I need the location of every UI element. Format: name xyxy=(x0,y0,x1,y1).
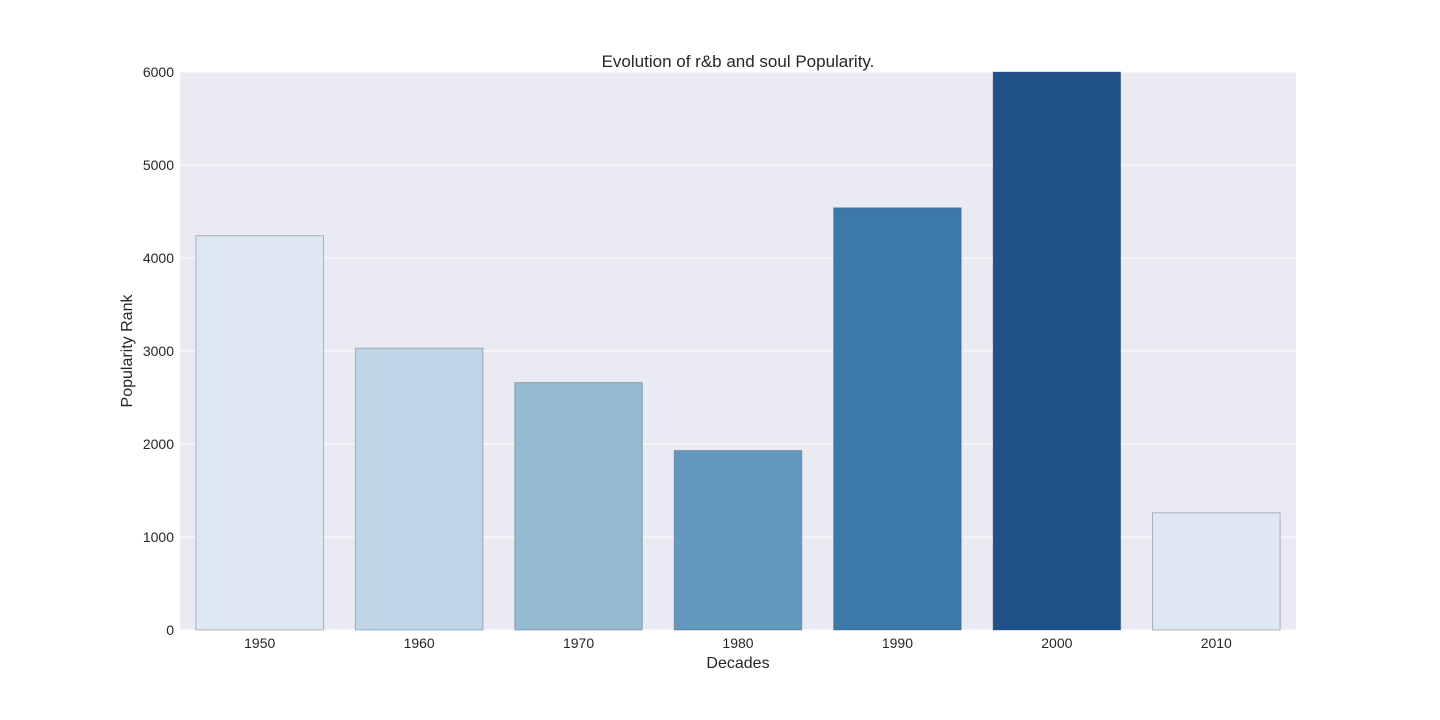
bar-1990 xyxy=(833,207,962,631)
y-tick-label: 5000 xyxy=(143,157,174,173)
y-axis-label: Popularity Rank xyxy=(119,294,136,408)
y-tick-label: 2000 xyxy=(143,436,174,452)
x-tick-label: 1950 xyxy=(244,635,275,651)
bar-1960 xyxy=(354,347,484,631)
x-tick-label: 1970 xyxy=(563,635,594,651)
x-tick-label: 1960 xyxy=(404,635,435,651)
y-tick-label: 3000 xyxy=(143,343,174,359)
x-tick-label: 1980 xyxy=(722,635,753,651)
bar-2010 xyxy=(1152,512,1281,631)
bars xyxy=(195,71,1281,631)
y-tick-label: 0 xyxy=(166,622,174,638)
x-axis-label: Decades xyxy=(706,655,769,672)
y-tick-label: 6000 xyxy=(143,64,174,80)
bar-2000 xyxy=(992,71,1122,631)
y-axis-ticks: 0 1000 2000 3000 4000 5000 6000 xyxy=(143,64,174,638)
bar-1950 xyxy=(195,235,324,631)
chart-title: Evolution of r&b and soul Popularity. xyxy=(602,52,875,71)
bar-1980 xyxy=(673,450,803,631)
y-tick-label: 1000 xyxy=(143,529,174,545)
x-tick-label: 2000 xyxy=(1041,635,1072,651)
bar-1970 xyxy=(514,382,643,631)
x-tick-label: 1990 xyxy=(882,635,913,651)
x-tick-label: 2010 xyxy=(1201,635,1232,651)
y-tick-label: 4000 xyxy=(143,250,174,266)
x-axis-ticks: 1950 1960 1970 1980 1990 2000 2010 xyxy=(244,635,1232,651)
